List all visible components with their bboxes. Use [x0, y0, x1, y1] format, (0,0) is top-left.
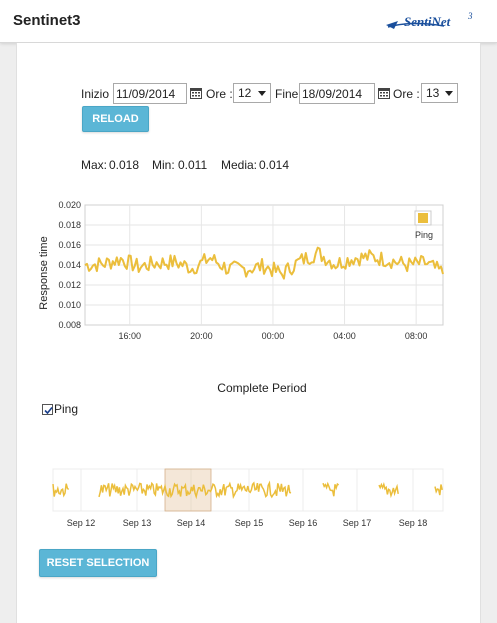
end-hour-label: Ore : — [393, 87, 420, 101]
start-hour-value: 12 — [238, 86, 252, 100]
overview-title: Complete Period — [217, 381, 306, 395]
overview-x-tick-label: Sep 13 — [123, 518, 152, 528]
y-tick-label: 0.020 — [58, 200, 81, 210]
overview-selection-window[interactable] — [164, 468, 212, 512]
overview-series-segment — [322, 481, 340, 497]
start-date-label: Inizio — [81, 87, 110, 101]
overview-x-tick-label: Sep 16 — [289, 518, 318, 528]
y-tick-label: 0.010 — [58, 300, 81, 310]
chevron-down-icon — [445, 91, 453, 96]
logo-mark — [386, 21, 398, 29]
end-date-label: Fine — [275, 87, 299, 101]
end-date-input[interactable] — [299, 83, 375, 104]
overview-x-tick-label: Sep 14 — [177, 518, 206, 528]
ping-checkbox-label: Ping — [54, 402, 79, 416]
y-tick-label: 0.016 — [58, 240, 81, 250]
max-value: 0.018 — [109, 158, 140, 172]
logo-text: SentiNet — [404, 14, 451, 29]
top-bar: Sentinet3 SentiNet 3 — [0, 0, 497, 43]
x-tick-label: 04:00 — [333, 331, 356, 341]
ping-series-line — [84, 246, 444, 280]
y-axis-label: Response time — [38, 236, 50, 309]
overview-x-tick-label: Sep 18 — [399, 518, 428, 528]
avg-label: Media: — [221, 158, 258, 172]
main-chart-y-ticks: 0.008 0.010 0.012 0.014 0.016 0.018 0.020 — [58, 200, 81, 330]
max-label: Max: — [81, 158, 108, 172]
min-label: Min: — [152, 158, 175, 172]
ping-checkbox[interactable] — [42, 404, 53, 415]
legend-swatch-ping — [418, 213, 428, 223]
start-hour-select[interactable]: 12 — [233, 83, 271, 103]
min-value: 0.011 — [178, 158, 208, 172]
overview-series-segment — [378, 481, 399, 499]
checkmark-icon — [44, 406, 53, 415]
overview-x-tick-label: Sep 12 — [67, 518, 96, 528]
start-hour-label: Ore : — [206, 87, 233, 101]
main-chart-x-ticks: 16:00 20:00 00:00 04:00 08:00 — [118, 331, 427, 341]
reset-selection-button[interactable]: RESET SELECTION — [39, 549, 157, 577]
main-chart-grid — [84, 204, 444, 326]
logo-superscript: 3 — [467, 11, 473, 21]
y-tick-label: 0.014 — [58, 260, 81, 270]
overview-series-segment — [98, 480, 292, 500]
start-calendar-icon[interactable] — [190, 87, 202, 99]
x-tick-label: 16:00 — [118, 331, 141, 341]
y-tick-label: 0.012 — [58, 280, 81, 290]
x-tick-label: 00:00 — [262, 331, 285, 341]
overview-x-ticks: Sep 12 Sep 13 Sep 14 Sep 15 Sep 16 Sep 17 Sep … — [67, 518, 428, 528]
chevron-down-icon — [258, 91, 266, 96]
x-tick-label: 08:00 — [405, 331, 428, 341]
legend-label-ping: Ping — [415, 230, 433, 240]
x-tick-label: 20:00 — [190, 331, 213, 341]
overview-x-tick-label: Sep 17 — [343, 518, 372, 528]
overview-x-tick-label: Sep 15 — [235, 518, 264, 528]
end-hour-select[interactable]: 13 — [421, 83, 458, 103]
avg-value: 0.014 — [259, 158, 290, 172]
end-calendar-icon[interactable] — [378, 87, 390, 99]
y-tick-label: 0.008 — [58, 320, 81, 330]
sentinet-logo: SentiNet 3 — [386, 11, 473, 29]
reload-button[interactable]: RELOAD — [82, 106, 149, 132]
response-time-chart[interactable]: 0.008 0.010 0.012 0.014 0.016 0.018 0.020 16:0… — [17, 43, 482, 623]
overview-ping-series — [52, 480, 443, 500]
y-tick-label: 0.018 — [58, 220, 81, 230]
content-card: Inizio Ore : 12 Fine Ore : 13 RELOAD Max… — [16, 43, 481, 623]
end-hour-value: 13 — [426, 86, 440, 100]
app-title: Sentinet3 — [13, 12, 81, 29]
start-date-input[interactable] — [113, 83, 187, 104]
overview-series-segment — [52, 483, 70, 498]
logo-swoosh — [387, 22, 445, 28]
overview-series-segment — [434, 484, 443, 496]
